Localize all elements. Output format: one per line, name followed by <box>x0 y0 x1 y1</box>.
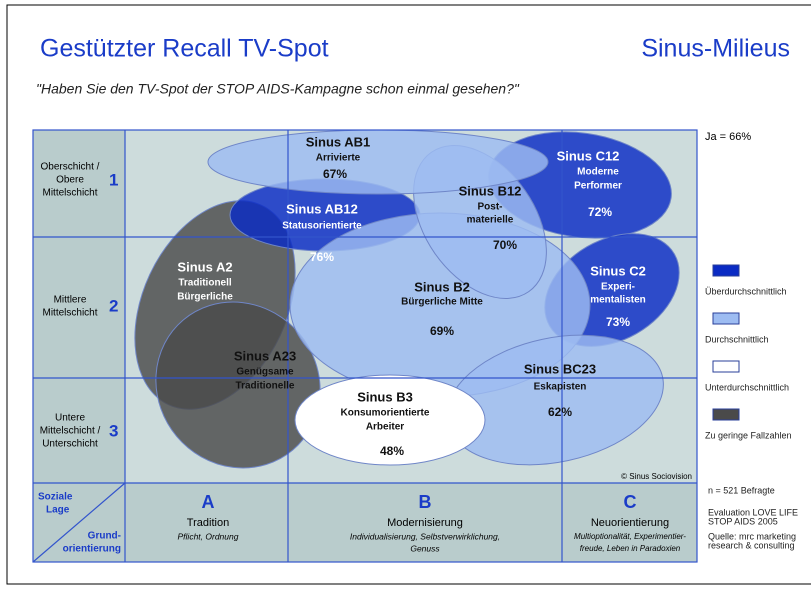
row-number: 3 <box>109 421 118 440</box>
column-desc: Multioptionalität, Experimentier- <box>574 532 686 541</box>
column-name: Neuorientierung <box>591 517 669 529</box>
column-header <box>33 483 697 562</box>
note-evaluation: STOP AIDS 2005 <box>708 516 778 526</box>
legend-label: Zu geringe Fallzahlen <box>705 430 792 440</box>
row-labels: Oberschicht / Obere Mittelschicht 1 Mitt… <box>40 162 119 450</box>
milieu-share: 67% <box>323 167 347 181</box>
corner-orientation: Grund- <box>88 531 121 542</box>
legend-swatch <box>712 312 740 325</box>
milieu-share: 62% <box>548 405 572 419</box>
row-label: Obere <box>56 175 84 186</box>
milieu-label: Bürgerliche <box>177 292 233 303</box>
legend-label: Durchschnittlich <box>705 334 769 344</box>
corner-orientation: orientierung <box>63 544 121 555</box>
note-evaluation: Evaluation LOVE LIFE <box>708 507 798 517</box>
corner: Soziale Lage Grund- orientierung <box>38 492 121 555</box>
title: Gestützter Recall TV-Spot <box>40 35 329 63</box>
grid-lines <box>32 129 698 563</box>
grid-border <box>32 129 698 563</box>
column-labels: A Tradition Pflicht, Ordnung B Modernisi… <box>178 492 687 554</box>
corner-social: Lage <box>46 505 70 516</box>
column-letter: C <box>624 492 637 512</box>
milieu-name: Sinus AB12 <box>286 201 358 216</box>
milieu-label: Traditionelle <box>236 381 295 392</box>
milieu-name: Sinus A2 <box>177 259 232 274</box>
note-sample: n = 521 Befragte <box>708 485 775 495</box>
column-desc: Individualisierung, Selbstverwirklichung… <box>350 531 500 541</box>
question: "Haben Sie den TV-Spot der STOP AIDS-Kam… <box>36 81 520 97</box>
column-desc: Genuss <box>410 543 440 553</box>
milieu-name: Sinus B12 <box>459 183 522 198</box>
total: Ja = 66% <box>705 131 751 143</box>
row-label: Oberschicht / <box>41 162 100 173</box>
milieu-label: Konsumorientierte <box>341 408 430 419</box>
milieu-label: Statusorientierte <box>282 221 362 232</box>
note-source: research & consulting <box>708 540 795 550</box>
column-letter: A <box>202 492 215 512</box>
row-label: Mittelschicht <box>42 308 97 319</box>
milieu-share: 70% <box>493 238 517 252</box>
milieu-label: materielle <box>467 215 514 226</box>
copyright: © Sinus Sociovision <box>621 472 692 481</box>
column-desc: Pflicht, Ordnung <box>178 531 239 541</box>
milieu-labels: Sinus AB1 Arrivierte 67% Sinus AB12 Stat… <box>177 134 646 458</box>
milieu-name: Sinus A23 <box>234 348 296 363</box>
milieu-share: 76% <box>310 250 334 264</box>
milieu-label: Moderne <box>577 167 619 178</box>
milieu-shapes <box>134 129 680 469</box>
shape-b3 <box>294 374 486 466</box>
milieu-share: 72% <box>588 205 612 219</box>
row-label: Unterschicht <box>42 439 98 450</box>
milieu-label: Arbeiter <box>366 422 404 433</box>
milieu-name: Sinus C12 <box>557 148 620 163</box>
milieu-name: Sinus B2 <box>414 279 470 294</box>
corner-diagonal <box>32 482 126 563</box>
milieu-label: Genügsame <box>236 367 294 378</box>
milieu-share: 73% <box>606 315 630 329</box>
milieu-label: Bürgerliche Mitte <box>401 297 483 308</box>
column-desc: freude, Leben in Paradoxien <box>580 544 681 553</box>
legend: Überdurchschnittlich Durchschnittlich Unte… <box>705 264 792 440</box>
brand: Sinus-Milieus <box>641 35 790 63</box>
milieu-share: 69% <box>430 324 454 338</box>
row-number: 2 <box>109 296 118 315</box>
column-name: Modernisierung <box>387 517 463 529</box>
milieu-name: Sinus C2 <box>590 263 646 278</box>
milieu-label: Post- <box>478 202 503 213</box>
corner-social: Soziale <box>38 492 73 503</box>
milieu-share: 48% <box>380 444 404 458</box>
milieu-label: Traditionell <box>178 278 232 289</box>
row-label: Mittelschicht / <box>40 426 101 437</box>
row-label: Mittelschicht <box>42 188 97 199</box>
note-source: Quelle: mrc marketing <box>708 531 796 541</box>
row-header <box>33 130 125 483</box>
milieu-label: Arrivierte <box>316 153 361 164</box>
milieu-name: Sinus AB1 <box>306 134 371 149</box>
legend-label: Unterdurchschnittlich <box>705 382 789 392</box>
milieu-name: Sinus BC23 <box>524 361 596 376</box>
legend-swatch <box>712 264 740 277</box>
milieu-label: mentalisten <box>590 295 646 306</box>
notes: n = 521 Befragte Evaluation LOVE LIFE ST… <box>708 485 798 550</box>
milieu-name: Sinus B3 <box>357 389 413 404</box>
legend-label: Überdurchschnittlich <box>705 286 787 296</box>
legend-swatch <box>712 360 740 373</box>
legend-swatch <box>712 408 740 421</box>
row-label: Untere <box>55 413 85 424</box>
row-number: 1 <box>109 170 118 189</box>
milieu-label: Experi- <box>601 282 635 293</box>
column-name: Tradition <box>187 517 229 529</box>
column-letter: B <box>419 492 432 512</box>
milieu-label: Performer <box>574 181 622 192</box>
row-label: Mittlere <box>54 295 87 306</box>
milieu-label: Eskapisten <box>534 382 587 393</box>
